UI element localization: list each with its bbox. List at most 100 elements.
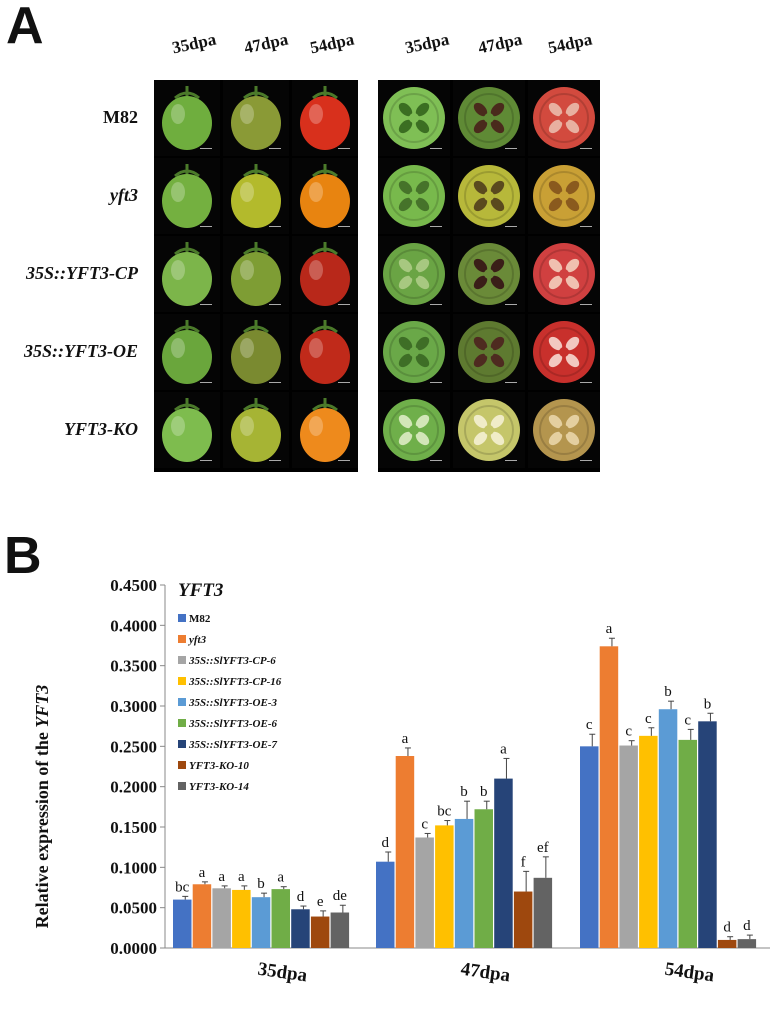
- whole-fruit-photo: [223, 392, 289, 468]
- bar: [580, 746, 599, 948]
- whole-fruit-photo: [292, 80, 358, 156]
- whole-fruit-photo: [292, 314, 358, 390]
- significance-letter: a: [606, 621, 613, 637]
- scale-bar: [269, 226, 281, 227]
- scale-bar: [269, 460, 281, 461]
- significance-letter: d: [723, 920, 731, 936]
- bar: [395, 756, 415, 948]
- bar: [435, 825, 454, 948]
- bar: [513, 891, 533, 948]
- significance-letter: e: [317, 894, 324, 910]
- bar: [737, 939, 757, 948]
- whole-fruit-photo: [292, 158, 358, 234]
- bar: [698, 721, 717, 948]
- x-category-label: 35dpa: [256, 959, 309, 987]
- y-tick-label: 0.2500: [110, 737, 157, 756]
- whole-fruit-photo: [292, 392, 358, 468]
- scale-bar: [430, 148, 442, 149]
- legend-swatch: [178, 761, 186, 769]
- scale-bar: [430, 460, 442, 461]
- column-header: 54dpa: [308, 29, 356, 58]
- bar: [639, 735, 658, 948]
- scale-bar: [580, 460, 592, 461]
- scale-bar: [338, 460, 350, 461]
- cut-fruit-photo: [378, 314, 450, 390]
- bar: [415, 837, 434, 948]
- whole-fruit-photo: [154, 80, 220, 156]
- legend-swatch: [178, 635, 186, 643]
- scale-bar: [580, 226, 592, 227]
- whole-fruit-photo: [292, 236, 358, 312]
- significance-letter: f: [521, 854, 526, 870]
- legend-label: YFT3-KO-14: [189, 781, 249, 793]
- column-header: 47dpa: [476, 29, 524, 58]
- significance-letter: b: [460, 784, 468, 800]
- cut-fruit-photo: [453, 392, 525, 468]
- significance-letter: a: [199, 865, 206, 881]
- significance-letter: c: [625, 724, 632, 740]
- cut-fruit-photo: [528, 80, 600, 156]
- scale-bar: [430, 226, 442, 227]
- legend-label: YFT3-KO-10: [189, 760, 249, 772]
- cut-fruit-photo: [528, 314, 600, 390]
- bar: [658, 709, 678, 948]
- bar: [173, 899, 192, 948]
- bar: [599, 646, 619, 948]
- whole-fruit-photo: [154, 392, 220, 468]
- bar: [533, 877, 553, 948]
- legend-label: 35S::SlYFT3-OE-7: [188, 739, 278, 751]
- scale-bar: [200, 460, 212, 461]
- bar: [678, 739, 697, 948]
- bar: [619, 745, 638, 948]
- scale-bar: [338, 304, 350, 305]
- scale-bar: [269, 304, 281, 305]
- legend-label: M82: [189, 613, 211, 625]
- scale-bar: [200, 382, 212, 383]
- bar: [212, 888, 231, 948]
- column-header: 54dpa: [546, 29, 594, 58]
- significance-letter: de: [333, 888, 348, 904]
- bar: [376, 861, 395, 948]
- scale-bar: [338, 382, 350, 383]
- cut-fruit-photo: [453, 80, 525, 156]
- cut-fruit-photo: [453, 236, 525, 312]
- bar: [474, 809, 493, 948]
- scale-bar: [505, 382, 517, 383]
- cut-fruit-photo: [453, 158, 525, 234]
- legend-swatch: [178, 614, 186, 622]
- whole-fruit-photo: [154, 158, 220, 234]
- bar: [330, 912, 350, 948]
- legend-swatch: [178, 677, 186, 685]
- significance-letter: c: [684, 712, 691, 728]
- y-tick-label: 0.0500: [110, 899, 157, 918]
- cut-fruit-photo: [453, 314, 525, 390]
- significance-letter: d: [297, 889, 305, 905]
- significance-letter: a: [238, 869, 245, 885]
- y-tick-label: 0.2000: [110, 778, 157, 797]
- cut-fruit-photo: [528, 158, 600, 234]
- column-header: 47dpa: [242, 29, 290, 58]
- scale-bar: [338, 226, 350, 227]
- significance-letter: bc: [437, 804, 452, 820]
- y-tick-label: 0.1000: [110, 858, 157, 877]
- legend-swatch: [178, 719, 186, 727]
- scale-bar: [580, 304, 592, 305]
- bar: [251, 897, 271, 948]
- cut-fruit-photo: [378, 236, 450, 312]
- significance-letter: d: [743, 918, 751, 934]
- legend-label: yft3: [187, 634, 207, 646]
- scale-bar: [505, 304, 517, 305]
- significance-letter: a: [218, 869, 225, 885]
- scale-bar: [338, 148, 350, 149]
- whole-fruit-photo: [154, 236, 220, 312]
- whole-fruit-grid: [154, 80, 358, 472]
- y-tick-label: 0.4000: [110, 616, 157, 635]
- row-label: 35S::YFT3-CP: [26, 263, 138, 283]
- y-tick-label: 0.1500: [110, 818, 157, 837]
- significance-letter: b: [257, 876, 265, 892]
- row-label: yft3: [110, 185, 138, 205]
- bar: [454, 818, 474, 948]
- significance-letter: b: [480, 784, 488, 800]
- whole-fruit-photo: [223, 314, 289, 390]
- x-category-label: 54dpa: [663, 959, 716, 987]
